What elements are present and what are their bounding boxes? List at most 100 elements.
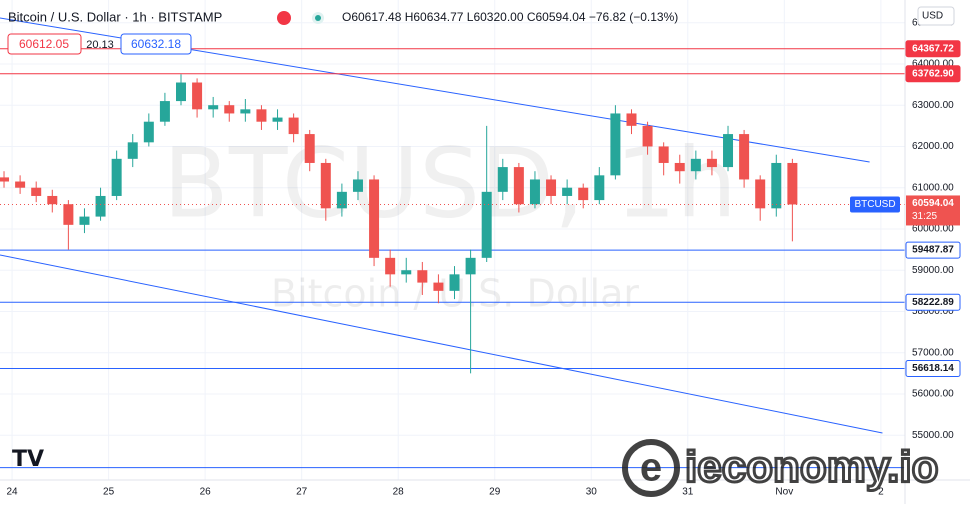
candle-body <box>529 179 540 205</box>
candle-body <box>47 195 58 205</box>
candle-body <box>369 179 380 258</box>
x-tick-label: 29 <box>489 487 501 498</box>
logo-watermark: e ieconomy.io <box>622 439 940 497</box>
ohlc-values: O60617.48 H60634.77 L60320.00 C60594.04 … <box>342 10 678 24</box>
candle-body <box>176 82 186 102</box>
last-price-label: 60594.04 <box>912 198 954 209</box>
candle-body <box>304 134 315 163</box>
y-tick-label: 57000.00 <box>912 347 954 358</box>
candle-body <box>755 179 766 209</box>
y-tick-label: 63000.00 <box>912 100 954 111</box>
candle-body <box>723 134 734 168</box>
y-tick-label: 60000.00 <box>912 224 954 235</box>
status-dot <box>315 15 321 21</box>
y-tick-label: 61000.00 <box>912 182 954 193</box>
candle-body <box>401 270 412 275</box>
level-label-box <box>905 40 961 58</box>
candle-body <box>385 257 396 275</box>
candle-body <box>562 187 573 196</box>
svg-text:e: e <box>640 446 662 490</box>
tv-logo: 𝗧𝗩 <box>12 446 44 471</box>
x-tick-label: 31 <box>682 487 694 498</box>
level-label: 64367.72 <box>912 43 954 54</box>
level-label: 56618.14 <box>912 363 954 374</box>
price-axis: 65000.0064000.0063000.0062000.0061000.00… <box>7 17 961 498</box>
candle-body <box>546 179 557 196</box>
candle-body <box>127 142 138 159</box>
candle-body <box>481 191 492 258</box>
grid <box>0 0 905 480</box>
candle-body <box>159 101 170 122</box>
candle-body <box>192 82 203 110</box>
buy-price[interactable]: 60632.18 <box>131 37 181 51</box>
candle-body <box>658 146 669 163</box>
candle-body <box>336 191 347 209</box>
candle-body <box>417 270 428 283</box>
candle-body <box>642 125 653 147</box>
candle-body <box>771 162 782 209</box>
alert-icon[interactable] <box>277 11 291 25</box>
candle-body <box>240 109 251 114</box>
level-label: 58222.89 <box>912 297 954 308</box>
y-tick-label: 64000.00 <box>912 59 954 70</box>
level-label: 59487.87 <box>912 245 954 256</box>
candle-body <box>143 121 154 143</box>
x-tick-label: 26 <box>200 487 212 498</box>
x-tick-label: 2 <box>878 487 884 498</box>
candle-body <box>690 158 701 172</box>
candle-body <box>610 113 621 176</box>
level-label-box <box>905 65 961 83</box>
logo-text: ieconomy.io <box>685 443 938 492</box>
currency-select[interactable] <box>917 6 955 26</box>
level-label: 63762.90 <box>912 68 954 79</box>
candle-body <box>15 181 26 188</box>
candle-body <box>224 105 235 114</box>
last-price-box <box>906 195 960 226</box>
level-label-box <box>905 293 961 311</box>
candle-body <box>256 109 267 122</box>
x-tick-label: 30 <box>586 487 598 498</box>
candle-body <box>79 216 90 225</box>
candle-body <box>513 167 524 205</box>
spread: 20.13 <box>86 39 114 51</box>
level-label-box <box>905 359 961 377</box>
x-tick-label: 24 <box>7 487 19 498</box>
x-tick-label: 27 <box>296 487 308 498</box>
y-tick-label: 56000.00 <box>912 389 954 400</box>
level-label-box <box>905 241 961 259</box>
candle-body <box>674 162 685 172</box>
candle-body <box>433 282 444 291</box>
candle-body <box>208 105 219 110</box>
y-tick-label: 62000.00 <box>912 141 954 152</box>
x-tick-label: Nov <box>775 487 793 498</box>
symbol-label: BTCUSD <box>854 199 895 210</box>
candle-body <box>497 167 508 192</box>
candle-body <box>578 187 589 201</box>
candle-body <box>465 257 476 275</box>
candle-body <box>63 204 74 225</box>
candle-body <box>352 179 363 192</box>
y-tick-label: 59000.00 <box>912 265 954 276</box>
candle-body <box>111 158 122 196</box>
candle-body <box>272 117 283 122</box>
currency[interactable]: USD <box>922 11 943 22</box>
buy-button[interactable] <box>120 33 192 55</box>
y-tick-label: 55000.00 <box>912 430 954 441</box>
candle-body <box>706 158 717 168</box>
candle-body <box>626 113 637 126</box>
candle-body <box>95 195 106 217</box>
watermark: BTCUSD, 1h <box>163 127 737 239</box>
sell-price[interactable]: 60612.05 <box>19 37 69 51</box>
x-tick-label: 28 <box>393 487 405 498</box>
y-tick-label: 58000.00 <box>912 306 954 317</box>
symbol-title: Bitcoin / U.S. Dollar · 1h · BITSTAMP <box>8 9 222 24</box>
trendline <box>0 254 883 434</box>
candle-body <box>0 177 10 182</box>
candle-body <box>449 274 460 291</box>
candle-body <box>739 134 750 180</box>
candle-body <box>31 187 42 196</box>
sell-button[interactable] <box>7 33 82 55</box>
candle-body <box>288 117 299 135</box>
countdown: 31:25 <box>912 211 937 222</box>
